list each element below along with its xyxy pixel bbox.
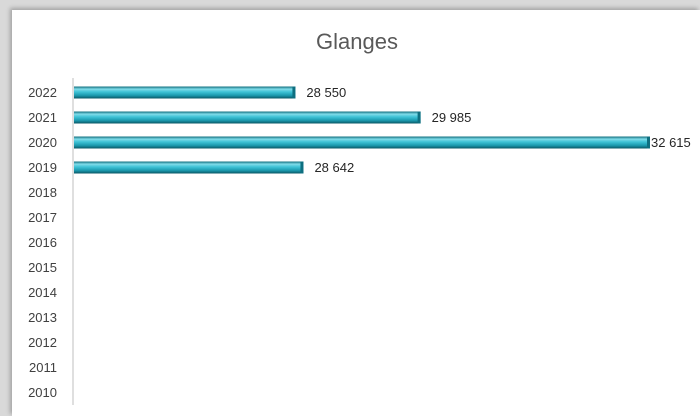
bar-body xyxy=(74,136,650,149)
data-label: 29 985 xyxy=(432,110,472,125)
y-tick-label: 2015 xyxy=(28,260,57,275)
data-label: 32 615 xyxy=(651,135,691,150)
chart-frame xyxy=(12,10,700,416)
y-tick-label: 2022 xyxy=(28,85,57,100)
y-tick-label: 2013 xyxy=(28,310,57,325)
y-tick-label: 2019 xyxy=(28,160,57,175)
bar-end-cap xyxy=(292,86,296,99)
y-tick-label: 2014 xyxy=(28,285,57,300)
y-tick-label: 2011 xyxy=(29,360,57,375)
bar xyxy=(74,111,421,124)
bar-body xyxy=(74,161,304,174)
y-tick-label: 2010 xyxy=(28,385,57,400)
bar xyxy=(74,136,650,149)
y-tick-label: 2018 xyxy=(28,185,57,200)
bar-end-cap xyxy=(417,111,421,124)
bar-body xyxy=(74,86,296,99)
data-label: 28 550 xyxy=(306,85,346,100)
y-tick-label: 2020 xyxy=(28,135,57,150)
y-tick-label: 2012 xyxy=(28,335,57,350)
bar xyxy=(74,161,304,174)
data-label: 28 642 xyxy=(314,160,354,175)
chart-title: Glanges xyxy=(316,29,398,54)
bar xyxy=(74,86,296,99)
y-tick-label: 2021 xyxy=(28,110,57,125)
bar-body xyxy=(74,111,421,124)
bar-end-cap xyxy=(647,136,650,149)
y-tick-label: 2016 xyxy=(28,235,57,250)
bar-end-cap xyxy=(300,161,304,174)
y-tick-label: 2017 xyxy=(28,210,57,225)
